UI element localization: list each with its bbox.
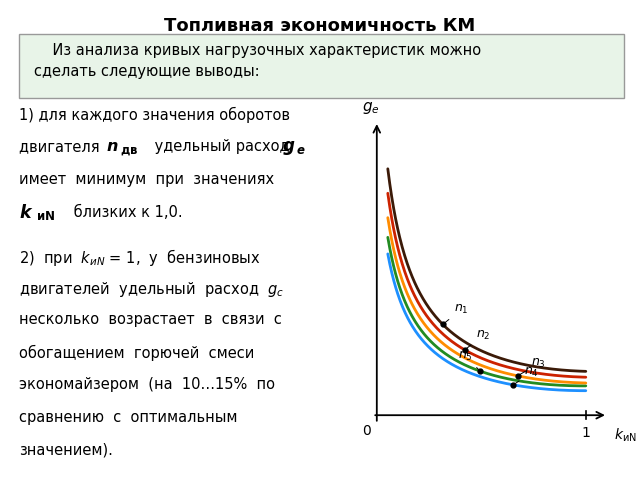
Text: экономайзером  (на  10…15%  по: экономайзером (на 10…15% по: [19, 377, 275, 393]
Text: сравнению  с  оптимальным: сравнению с оптимальным: [19, 410, 237, 425]
Text: Топливная экономичность КМ: Топливная экономичность КМ: [164, 17, 476, 35]
Text: 2)  при  $k_{\mathit{иN}}$ = 1,  у  бензиновых: 2) при $k_{\mathit{иN}}$ = 1, у бензинов…: [19, 247, 261, 268]
Text: обогащением  горючей  смеси: обогащением горючей смеси: [19, 345, 255, 361]
Text: 1: 1: [581, 426, 590, 441]
Text: $n_{1}$: $n_{1}$: [445, 303, 468, 323]
Text: значением).: значением).: [19, 443, 113, 458]
Text: Из анализа кривых нагрузочных характеристик можно
сделать следующие выводы:: Из анализа кривых нагрузочных характерис…: [35, 43, 481, 79]
Text: $\mathbf{дв}$: $\mathbf{дв}$: [120, 144, 139, 157]
Text: $n_{2}$: $n_{2}$: [467, 328, 490, 348]
Text: двигателя: двигателя: [19, 139, 104, 154]
Text: $\boldsymbol{n}$: $\boldsymbol{n}$: [106, 139, 118, 154]
Text: $\boldsymbol{g}$: $\boldsymbol{g}$: [282, 139, 295, 157]
Text: $\boldsymbol{k}$: $\boldsymbol{k}$: [19, 204, 34, 223]
Text: двигателей  удельный  расход  $g_c$: двигателей удельный расход $g_c$: [19, 279, 284, 299]
Text: близких к 1,0.: близких к 1,0.: [69, 204, 183, 220]
Text: 1) для каждого значения оборотов: 1) для каждого значения оборотов: [19, 107, 290, 123]
Text: $\boldsymbol{e}$: $\boldsymbol{e}$: [296, 144, 305, 157]
Text: имеет  минимум  при  значениях: имеет минимум при значениях: [19, 172, 275, 187]
Text: $n_{3}$: $n_{3}$: [520, 357, 545, 374]
FancyBboxPatch shape: [19, 34, 624, 98]
Text: $\mathbf{иN}$: $\mathbf{иN}$: [36, 210, 56, 223]
Text: $g_e$: $g_e$: [362, 99, 380, 116]
Text: $k_{\mathrm{иN}}$: $k_{\mathrm{иN}}$: [614, 426, 637, 444]
Text: удельный расход: удельный расход: [150, 139, 294, 154]
Text: несколько  возрастает  в  связи  с: несколько возрастает в связи с: [19, 312, 282, 327]
Text: $n_{5}$: $n_{5}$: [458, 349, 478, 369]
Text: 0: 0: [362, 424, 371, 438]
Text: $n_{4}$: $n_{4}$: [516, 366, 539, 384]
